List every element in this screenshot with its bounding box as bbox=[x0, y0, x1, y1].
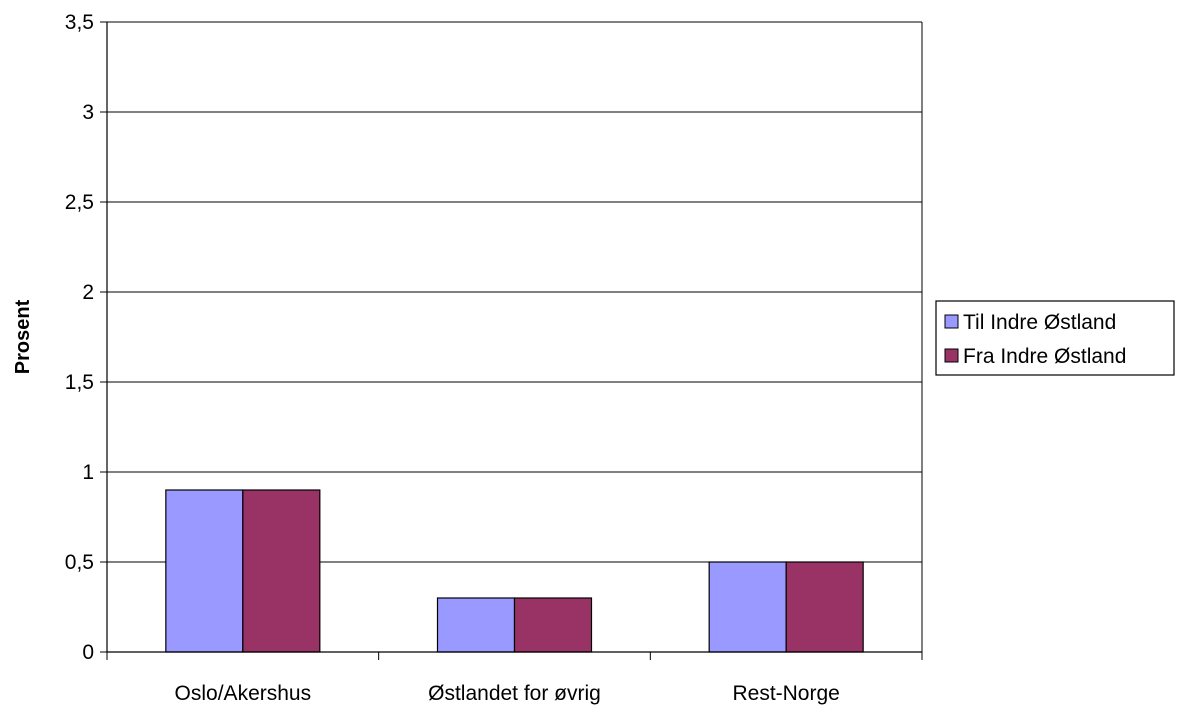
bar-til-2 bbox=[708, 561, 787, 653]
bar-til-0 bbox=[165, 489, 244, 653]
legend-label-til: Til Indre Østland bbox=[963, 311, 1116, 334]
y-tick-label: 0 bbox=[82, 641, 94, 664]
x-category-label: Oslo/Akershus bbox=[175, 682, 312, 705]
y-ticks: 0 0,5 1 1,5 2 2,5 3 3,5 bbox=[65, 11, 107, 664]
x-category-label: Østlandet for øvrig bbox=[428, 682, 601, 705]
plot-area: 0 0,5 1 1,5 2 2,5 3 3,5 Oslo/Akershus Østlandet … bbox=[65, 11, 923, 705]
y-tick-label: 1,5 bbox=[65, 371, 94, 394]
y-tick-label: 2 bbox=[82, 281, 94, 304]
y-tick-label: 3,5 bbox=[65, 11, 94, 34]
legend-swatch-fra bbox=[944, 348, 959, 363]
y-tick-label: 1 bbox=[82, 461, 94, 484]
y-tick-label: 2,5 bbox=[65, 191, 94, 214]
bar-fra-2 bbox=[785, 561, 864, 653]
legend-label-fra: Fra Indre Østland bbox=[963, 345, 1126, 368]
bar-fra-0 bbox=[242, 489, 321, 653]
y-tick-label: 0,5 bbox=[65, 551, 94, 574]
x-ticks: Oslo/Akershus Østlandet for øvrig Rest-Nor… bbox=[106, 652, 923, 705]
bar-til-1 bbox=[436, 597, 516, 653]
y-tick-label: 3 bbox=[82, 101, 94, 124]
legend-box bbox=[935, 300, 1175, 376]
bar-fra-1 bbox=[513, 597, 593, 653]
x-category-label: Rest-Norge bbox=[732, 682, 839, 705]
y-axis-label: Prosent bbox=[12, 299, 34, 374]
legend-swatch-til bbox=[944, 314, 959, 329]
legend: Til Indre Østland Fra Indre Østland bbox=[935, 300, 1175, 376]
